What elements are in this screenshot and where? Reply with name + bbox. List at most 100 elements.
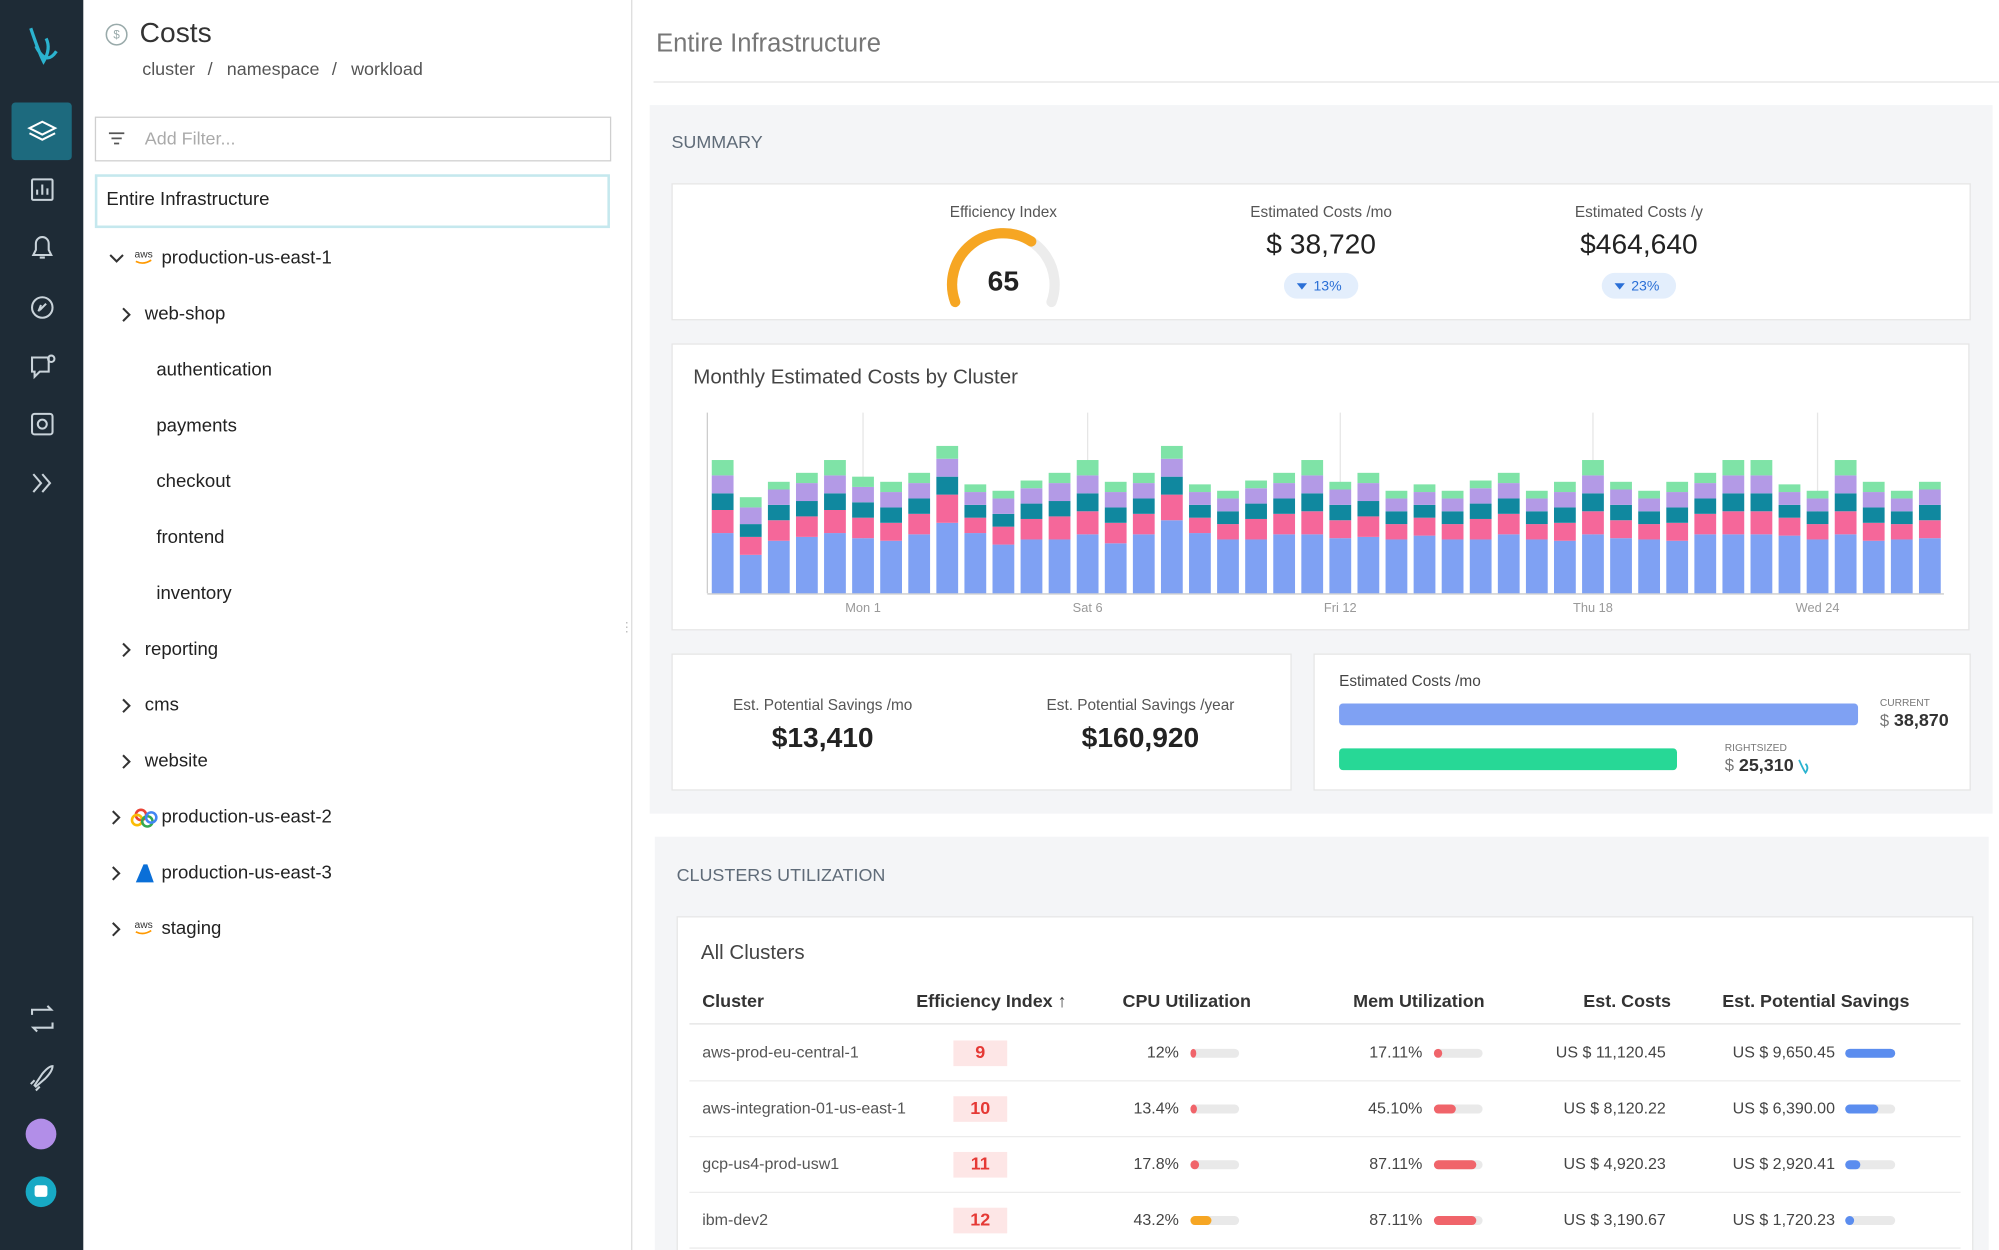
bar-segment xyxy=(1610,481,1632,490)
tree-cluster[interactable]: staging xyxy=(161,917,221,938)
bar-segment xyxy=(1834,475,1857,494)
tree-namespace[interactable]: inventory xyxy=(156,582,232,603)
change-value: 13% xyxy=(1313,278,1342,294)
bar-segment xyxy=(1020,539,1043,594)
column-header[interactable]: Efficiency Index ↑ xyxy=(916,991,1066,1011)
avatar[interactable] xyxy=(25,1118,57,1150)
cluster-name[interactable]: aws-prod-eu-central-1 xyxy=(702,1045,859,1062)
change-pill xyxy=(1601,272,1677,299)
tree-namespace[interactable]: checkout xyxy=(156,470,231,491)
bar-segment xyxy=(1722,511,1745,535)
bar-segment xyxy=(1778,492,1801,505)
metric-label: Est. Potential Savings /mo xyxy=(733,697,912,714)
tree-namespace[interactable]: website xyxy=(144,750,208,771)
bar-segment xyxy=(1132,498,1155,514)
x-tick-label: Fri 12 xyxy=(1324,600,1357,615)
tree-namespace[interactable]: reporting xyxy=(145,638,218,659)
bar-segment xyxy=(1610,538,1632,594)
filter-icon xyxy=(108,132,125,145)
bar-segment xyxy=(936,494,959,523)
tree-root[interactable] xyxy=(94,174,610,229)
bar-segment xyxy=(1750,460,1773,476)
mini-bar-track xyxy=(1845,1216,1896,1226)
bar-segment xyxy=(1890,490,1913,499)
bar-segment xyxy=(1806,539,1829,594)
costs-icon xyxy=(105,23,128,46)
cluster-name[interactable]: ibm-dev2 xyxy=(702,1212,768,1229)
column-header: Est. Potential Savings xyxy=(1722,991,1909,1011)
section-heading: SUMMARY xyxy=(671,132,762,152)
bar-segment xyxy=(1385,539,1408,594)
bar-segment xyxy=(1525,524,1548,540)
table-title: All Clusters xyxy=(701,941,805,964)
chevron[interactable] xyxy=(112,922,121,937)
bar-segment xyxy=(824,493,846,510)
cluster-name[interactable]: gcp-us4-prod-usw1 xyxy=(702,1156,839,1173)
bar-segment xyxy=(1301,534,1324,594)
breadcrumb-separator: / xyxy=(332,59,337,79)
bar-value: 38,870 xyxy=(1894,710,1949,730)
bar-segment xyxy=(1862,522,1885,541)
bar-segment xyxy=(964,492,987,505)
bar-segment xyxy=(1385,498,1408,512)
chevron[interactable] xyxy=(122,754,131,769)
bar-segment xyxy=(1918,538,1941,594)
bar-segment xyxy=(1834,534,1857,594)
bar-segment xyxy=(1245,539,1267,594)
bar-segment xyxy=(1329,504,1352,521)
bar-segment xyxy=(1217,539,1239,594)
bar-segment xyxy=(1525,498,1548,512)
filter-input[interactable] xyxy=(94,116,612,162)
bar-segment xyxy=(711,475,734,494)
resize-handle[interactable]: ⋮ xyxy=(620,619,633,634)
chevron[interactable] xyxy=(109,254,124,263)
chevron[interactable] xyxy=(112,866,121,881)
bar-segment xyxy=(1076,493,1099,512)
savings-value: US $ 6,390.00 xyxy=(1733,1100,1835,1117)
tree-namespace[interactable]: payments xyxy=(156,414,237,435)
nav-active[interactable] xyxy=(11,102,72,161)
chevron[interactable] xyxy=(122,307,131,322)
tree-cluster[interactable]: production-us-east-2 xyxy=(161,805,331,826)
bar-segment xyxy=(1329,481,1352,490)
chevron[interactable] xyxy=(112,810,121,825)
bar-segment xyxy=(1413,492,1436,505)
tree-cluster[interactable]: production-us-east-3 xyxy=(161,861,331,882)
tree-namespace[interactable]: web-shop xyxy=(144,303,226,324)
bar-segment xyxy=(1694,534,1717,594)
breadcrumb[interactable]: workload xyxy=(350,59,423,79)
provider-icon xyxy=(144,811,158,824)
efficiency-badge xyxy=(953,1207,1008,1234)
bar-segment xyxy=(1469,503,1492,519)
tree-namespace[interactable]: authentication xyxy=(156,358,272,379)
bar-segment xyxy=(1694,498,1717,514)
chevron[interactable] xyxy=(122,642,131,658)
breadcrumb[interactable]: cluster xyxy=(142,59,195,79)
efficiency-value: 9 xyxy=(975,1042,985,1062)
bar-segment xyxy=(1582,460,1604,476)
bar-segment xyxy=(739,536,762,555)
tree-cluster[interactable]: production-us-east-1 xyxy=(161,247,331,268)
bar-segment xyxy=(880,522,902,541)
metric-label: Estimated Costs /mo xyxy=(1250,204,1392,221)
mini-bar-track xyxy=(1190,1160,1240,1170)
bar-segment xyxy=(1441,498,1464,512)
bar-segment xyxy=(1750,534,1773,594)
cluster-name[interactable]: aws-integration-01-us-east-1 xyxy=(702,1100,906,1117)
bar-segment xyxy=(824,509,846,534)
efficiency-value: 10 xyxy=(970,1098,990,1118)
bar-segment xyxy=(1104,492,1127,508)
bar-segment xyxy=(711,533,734,594)
breadcrumb[interactable]: namespace xyxy=(227,59,320,79)
efficiency-badge xyxy=(953,1096,1008,1122)
bar-segment xyxy=(1217,511,1239,525)
bar-segment xyxy=(1076,511,1099,535)
mem-value: 45.10% xyxy=(1368,1100,1422,1117)
bar-segment xyxy=(1918,481,1941,490)
change-value: 23% xyxy=(1631,278,1660,294)
mem-value: 17.11% xyxy=(1369,1045,1422,1062)
chevron[interactable] xyxy=(122,698,131,713)
tree-namespace[interactable]: frontend xyxy=(156,526,224,547)
tree-namespace[interactable]: cms xyxy=(145,694,179,715)
